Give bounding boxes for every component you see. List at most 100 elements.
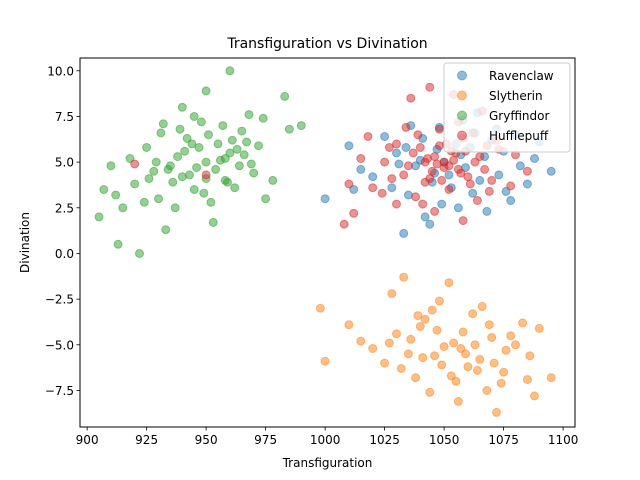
legend-label: Ravenclaw: [489, 69, 554, 83]
data-point: [344, 141, 354, 151]
data-point: [444, 170, 454, 180]
x-tick-label: 1025: [369, 433, 400, 447]
data-point: [506, 181, 516, 191]
data-point: [227, 135, 237, 145]
data-point: [201, 170, 211, 180]
data-point: [506, 196, 516, 205]
data-point: [411, 192, 421, 202]
data-point: [268, 175, 278, 185]
legend-label: Hufflepuff: [489, 129, 549, 143]
data-point: [487, 333, 497, 342]
data-point: [144, 174, 154, 184]
data-point: [530, 391, 539, 401]
data-point: [206, 197, 216, 207]
y-tick-label: 10.0: [47, 64, 74, 78]
data-point: [280, 91, 290, 101]
data-point: [489, 358, 499, 368]
data-point: [223, 177, 232, 187]
data-point: [401, 122, 411, 132]
data-point: [456, 344, 466, 353]
data-point: [225, 66, 235, 76]
data-point: [453, 203, 463, 213]
data-point: [499, 367, 509, 377]
x-axis: 900 925 950 975 1000 1025 1050 1075 1100: [76, 427, 578, 447]
data-point: [444, 161, 454, 171]
data-point: [522, 375, 532, 384]
data-point: [437, 175, 447, 185]
data-point: [434, 296, 444, 306]
data-point: [492, 407, 501, 417]
data-point: [418, 353, 428, 363]
legend-marker: [457, 70, 467, 81]
data-point: [344, 320, 354, 330]
data-point: [427, 305, 437, 315]
data-point: [472, 196, 482, 205]
data-point: [368, 183, 378, 193]
data-point: [154, 194, 163, 204]
data-point: [149, 166, 159, 176]
x-tick-label: 925: [135, 433, 158, 447]
data-point: [534, 323, 544, 333]
data-point: [218, 121, 228, 131]
data-point: [158, 119, 168, 129]
legend-label: Slytherin: [489, 89, 543, 103]
data-point: [234, 161, 244, 171]
data-point: [518, 318, 528, 328]
data-point: [368, 344, 378, 353]
data-point: [211, 164, 221, 174]
data-point: [201, 86, 211, 96]
data-point: [201, 157, 211, 167]
chart-title: Transfiguration vs Divination: [226, 36, 427, 52]
data-point: [477, 301, 487, 311]
data-point: [130, 159, 140, 169]
data-point: [399, 170, 409, 180]
y-tick-label: 0.0: [55, 247, 74, 261]
y-tick-label: −7.5: [45, 384, 74, 398]
data-point: [196, 117, 206, 127]
data-point: [406, 334, 416, 344]
data-point: [408, 148, 418, 158]
data-point: [356, 336, 366, 346]
data-point: [475, 354, 485, 364]
data-point: [94, 212, 104, 222]
data-point: [546, 166, 556, 176]
data-point: [449, 338, 459, 348]
data-point: [187, 139, 197, 149]
data-point: [392, 329, 401, 339]
data-point: [356, 164, 366, 174]
data-point: [494, 170, 504, 180]
y-tick-label: −2.5: [45, 293, 74, 307]
x-axis-title: Transfiguration: [282, 456, 373, 470]
data-point: [258, 113, 268, 123]
data-point: [320, 356, 330, 366]
data-point: [434, 124, 444, 134]
data-point: [204, 130, 213, 140]
data-point: [420, 314, 430, 324]
data-point: [380, 132, 390, 141]
data-point: [411, 373, 421, 383]
data-point: [420, 212, 430, 222]
data-point: [339, 219, 349, 229]
data-point: [472, 365, 482, 375]
data-point: [480, 164, 490, 174]
data-point: [482, 386, 492, 395]
data-point: [199, 188, 209, 198]
y-tick-label: 2.5: [55, 201, 74, 215]
data-point: [427, 166, 437, 176]
data-point: [111, 190, 121, 200]
data-point: [396, 364, 406, 373]
data-point: [525, 351, 535, 361]
data-point: [418, 199, 428, 209]
data-point: [403, 161, 413, 171]
data-point: [284, 124, 294, 134]
data-point: [106, 161, 116, 171]
data-point: [170, 203, 180, 213]
y-axis-title: Divination: [18, 212, 32, 273]
legend-marker: [457, 110, 467, 121]
data-point: [356, 154, 366, 163]
y-axis: −7.5 −5.0 −2.5 0.0 2.5 5.0 7.5 10.0: [45, 64, 80, 398]
data-point: [399, 228, 409, 238]
data-point: [434, 141, 444, 151]
data-point: [151, 157, 161, 167]
data-point: [246, 159, 256, 169]
